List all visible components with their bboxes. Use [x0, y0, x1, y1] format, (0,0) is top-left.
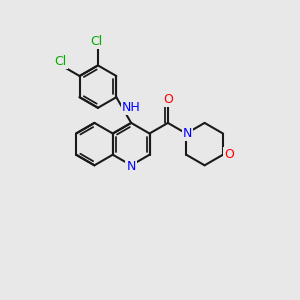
Text: NH: NH: [122, 101, 140, 114]
Text: N: N: [183, 127, 192, 140]
Text: O: O: [224, 148, 234, 161]
Text: Cl: Cl: [55, 55, 67, 68]
Text: O: O: [163, 93, 173, 106]
Text: Cl: Cl: [90, 35, 103, 48]
Text: N: N: [127, 160, 136, 173]
